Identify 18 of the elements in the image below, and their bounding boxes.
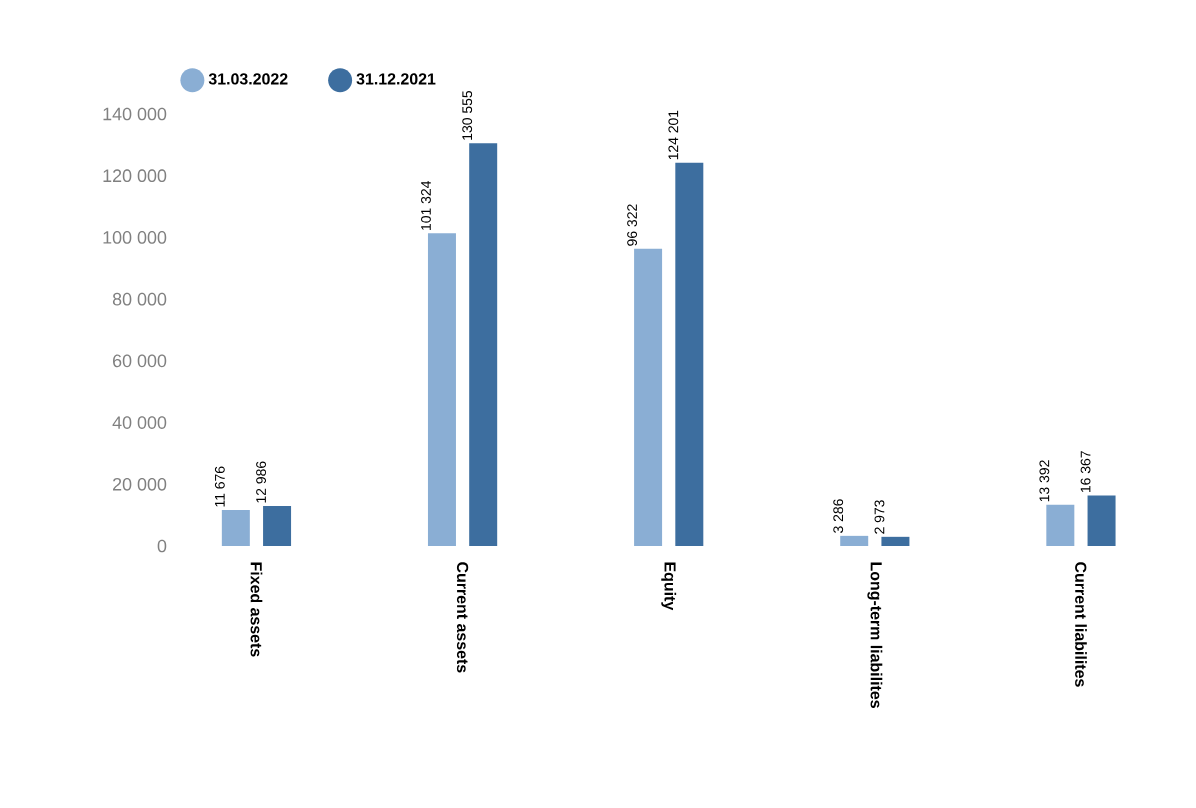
y-tick-label: 100 000 xyxy=(103,231,167,244)
y-tick-label: 20 000 xyxy=(113,477,167,491)
y-tick-label: 0 xyxy=(157,539,167,553)
bar xyxy=(1087,495,1116,546)
y-tick-label: 40 000 xyxy=(112,416,167,429)
bar xyxy=(1046,504,1075,546)
y-tick-label: 120 000 xyxy=(103,169,167,183)
bar xyxy=(221,509,250,546)
bar xyxy=(427,233,456,546)
y-tick-label: 140 000 xyxy=(103,107,167,121)
bar xyxy=(469,143,498,546)
bar xyxy=(840,535,869,546)
bar xyxy=(675,162,704,546)
y-tick-label: 60 000 xyxy=(113,354,167,368)
bar xyxy=(634,248,663,546)
y-tick-label: 80 000 xyxy=(112,292,167,306)
bar xyxy=(263,505,292,546)
bar xyxy=(881,536,910,546)
